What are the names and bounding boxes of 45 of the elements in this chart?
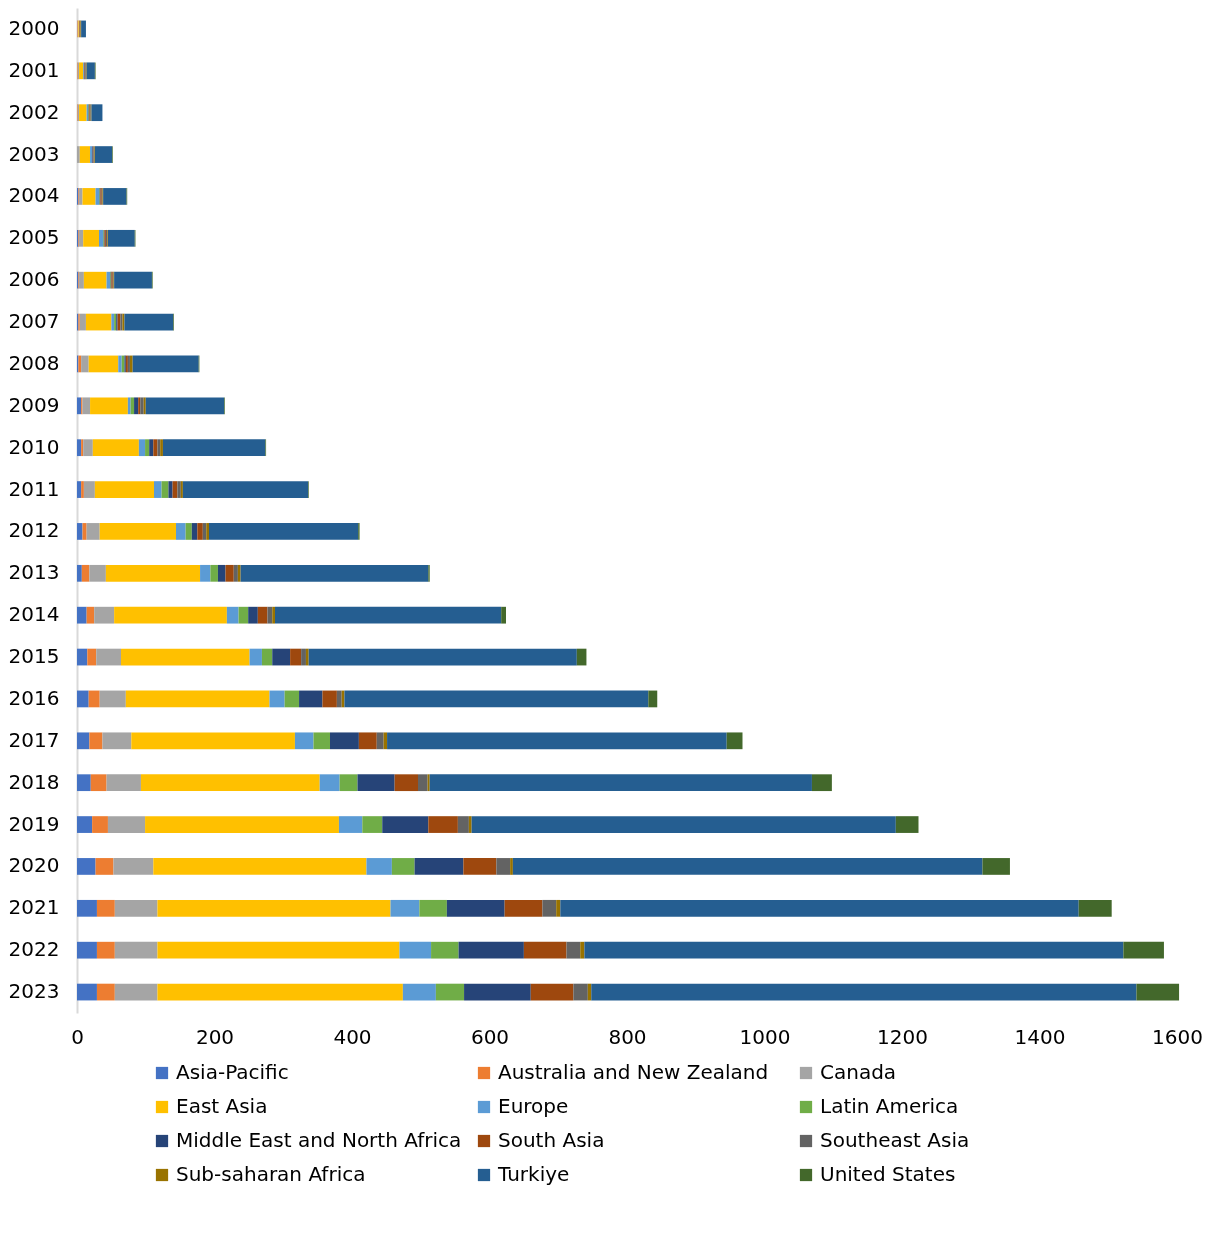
y-tick-label: 2023 [8,979,60,1004]
y-tick-label: 2020 [8,853,60,878]
y-tick-label: 2015 [8,644,60,669]
y-tick-label: 2003 [8,141,60,166]
y-tick-label: 2014 [8,602,60,627]
y-tick-label: 2007 [8,309,60,334]
legend-label: Canada [820,1060,897,1084]
y-tick-label: 2012 [8,518,60,543]
y-tick-label: 2019 [8,811,60,836]
y-tick-label: 2010 [8,434,60,459]
legend-label: Middle East and North Africa [176,1128,462,1152]
legend-label: Sub-saharan Africa [176,1162,366,1186]
legend-label: Europe [498,1094,569,1118]
x-tick-label: 1000 [739,1024,791,1049]
legend-label: Turkiye [497,1162,570,1186]
y-tick-label: 2001 [8,57,60,82]
y-tick-label: 2013 [8,560,60,585]
y-tick-label: 2004 [8,183,60,208]
y-tick-label: 2000 [8,15,60,40]
y-tick-label: 2005 [8,225,60,250]
x-tick-label: 0 [71,1024,84,1049]
y-tick-label: 2006 [8,267,60,292]
y-tick-label: 2017 [8,727,60,752]
legend-label: United States [820,1162,956,1186]
legend-label: Latin America [820,1094,959,1118]
legend-label: South Asia [498,1128,605,1152]
x-tick-label: 1600 [1152,1024,1203,1049]
y-tick-label: 2016 [8,685,60,710]
x-tick-label: 400 [333,1024,372,1049]
y-tick-label: 2011 [8,476,60,501]
legend-label: East Asia [176,1094,268,1118]
y-tick-label: 2021 [8,895,60,920]
x-tick-label: 800 [608,1024,647,1049]
x-tick-label: 200 [195,1024,235,1049]
y-tick-label: 2009 [8,392,60,417]
x-tick-label: 1200 [877,1024,928,1049]
legend-label: Asia-Pacific [176,1060,289,1084]
y-tick-label: 2018 [8,769,60,794]
y-tick-label: 2022 [8,937,60,962]
y-tick-label: 2008 [8,350,60,375]
x-tick-label: 600 [470,1024,510,1049]
x-tick-label: 1400 [1014,1024,1066,1049]
legend-label: Australia and New Zealand [498,1060,769,1084]
y-tick-label: 2002 [8,99,60,124]
legend-label: Southeast Asia [820,1128,970,1152]
